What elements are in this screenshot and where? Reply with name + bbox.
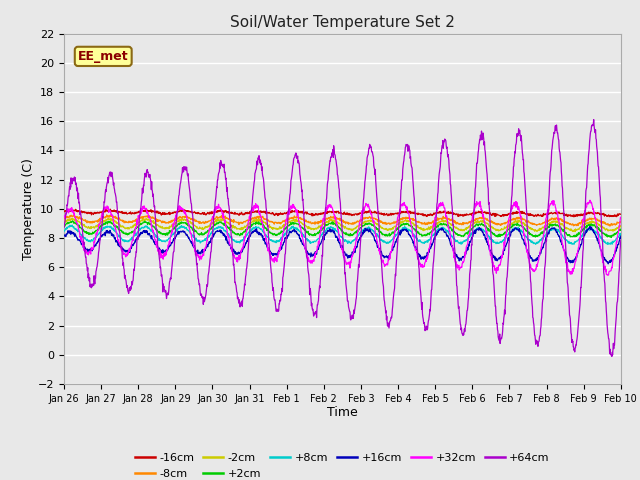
- Legend: -16cm, -8cm, -2cm, +2cm, +8cm, +16cm, +32cm, +64cm: -16cm, -8cm, -2cm, +2cm, +8cm, +16cm, +3…: [131, 449, 554, 480]
- Text: EE_met: EE_met: [78, 50, 129, 63]
- X-axis label: Time: Time: [327, 407, 358, 420]
- Y-axis label: Temperature (C): Temperature (C): [22, 158, 35, 260]
- Title: Soil/Water Temperature Set 2: Soil/Water Temperature Set 2: [230, 15, 455, 30]
